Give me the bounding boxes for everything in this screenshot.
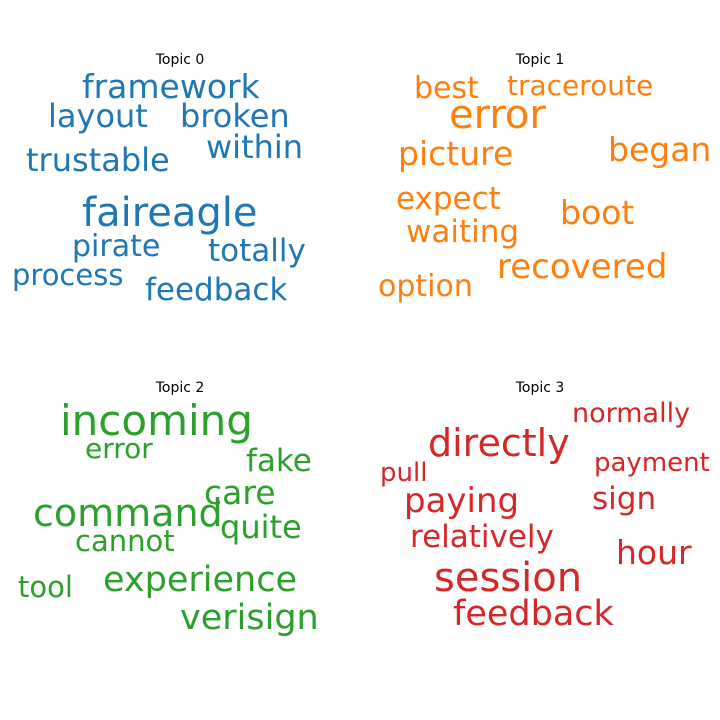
topic-2-title: Topic 2 — [155, 380, 205, 396]
word-pull: pull — [380, 458, 428, 488]
word-hour: hour — [616, 533, 692, 572]
word-payment: payment — [594, 448, 710, 478]
word-totally: totally — [208, 233, 306, 269]
word-feedback: feedback — [145, 272, 288, 308]
word-waiting: waiting — [406, 214, 520, 250]
word-layout: layout — [48, 97, 148, 135]
word-experience: experience — [103, 560, 297, 600]
topic-1-title: Topic 1 — [515, 52, 565, 68]
topic-2-panel: Topic 2 incoming error fake care command… — [0, 360, 360, 720]
word-error: error — [449, 92, 546, 138]
word-error: error — [85, 432, 153, 465]
word-command: command — [33, 491, 223, 535]
word-broken: broken — [180, 97, 290, 135]
word-normally: normally — [572, 398, 691, 429]
word-framework: framework — [82, 67, 260, 106]
topic-0-title: Topic 0 — [155, 52, 205, 68]
word-incoming: incoming — [60, 396, 253, 445]
word-traceroute: traceroute — [507, 69, 654, 102]
word-began: began — [608, 130, 712, 169]
word-process: process — [12, 258, 124, 292]
word-faireagle: faireagle — [82, 190, 258, 236]
word-pirate: pirate — [72, 229, 161, 264]
word-tool: tool — [18, 570, 73, 604]
word-relatively: relatively — [410, 519, 554, 555]
word-verisign: verisign — [180, 598, 319, 638]
topic-3-title: Topic 3 — [515, 380, 565, 396]
topic-3-panel: Topic 3 normally directly pull payment p… — [360, 360, 720, 720]
word-best: best — [414, 71, 479, 106]
word-boot: boot — [560, 193, 635, 232]
word-feedback: feedback — [453, 594, 614, 634]
word-care: care — [204, 473, 276, 512]
word-recovered: recovered — [497, 247, 668, 287]
word-picture: picture — [398, 134, 514, 173]
word-expect: expect — [396, 181, 501, 217]
word-option: option — [378, 269, 473, 304]
word-fake: fake — [246, 443, 312, 479]
word-quite: quite — [220, 508, 302, 546]
word-directly: directly — [428, 421, 570, 465]
word-paying: paying — [404, 481, 520, 521]
word-trustable: trustable — [26, 141, 170, 179]
topic-0-panel: Topic 0 framework layout broken within t… — [0, 0, 360, 360]
topic-1-panel: Topic 1 best traceroute error picture be… — [360, 0, 720, 360]
word-cannot: cannot — [75, 524, 175, 558]
word-sign: sign — [592, 481, 657, 517]
word-session: session — [434, 555, 583, 601]
word-within: within — [206, 128, 304, 166]
